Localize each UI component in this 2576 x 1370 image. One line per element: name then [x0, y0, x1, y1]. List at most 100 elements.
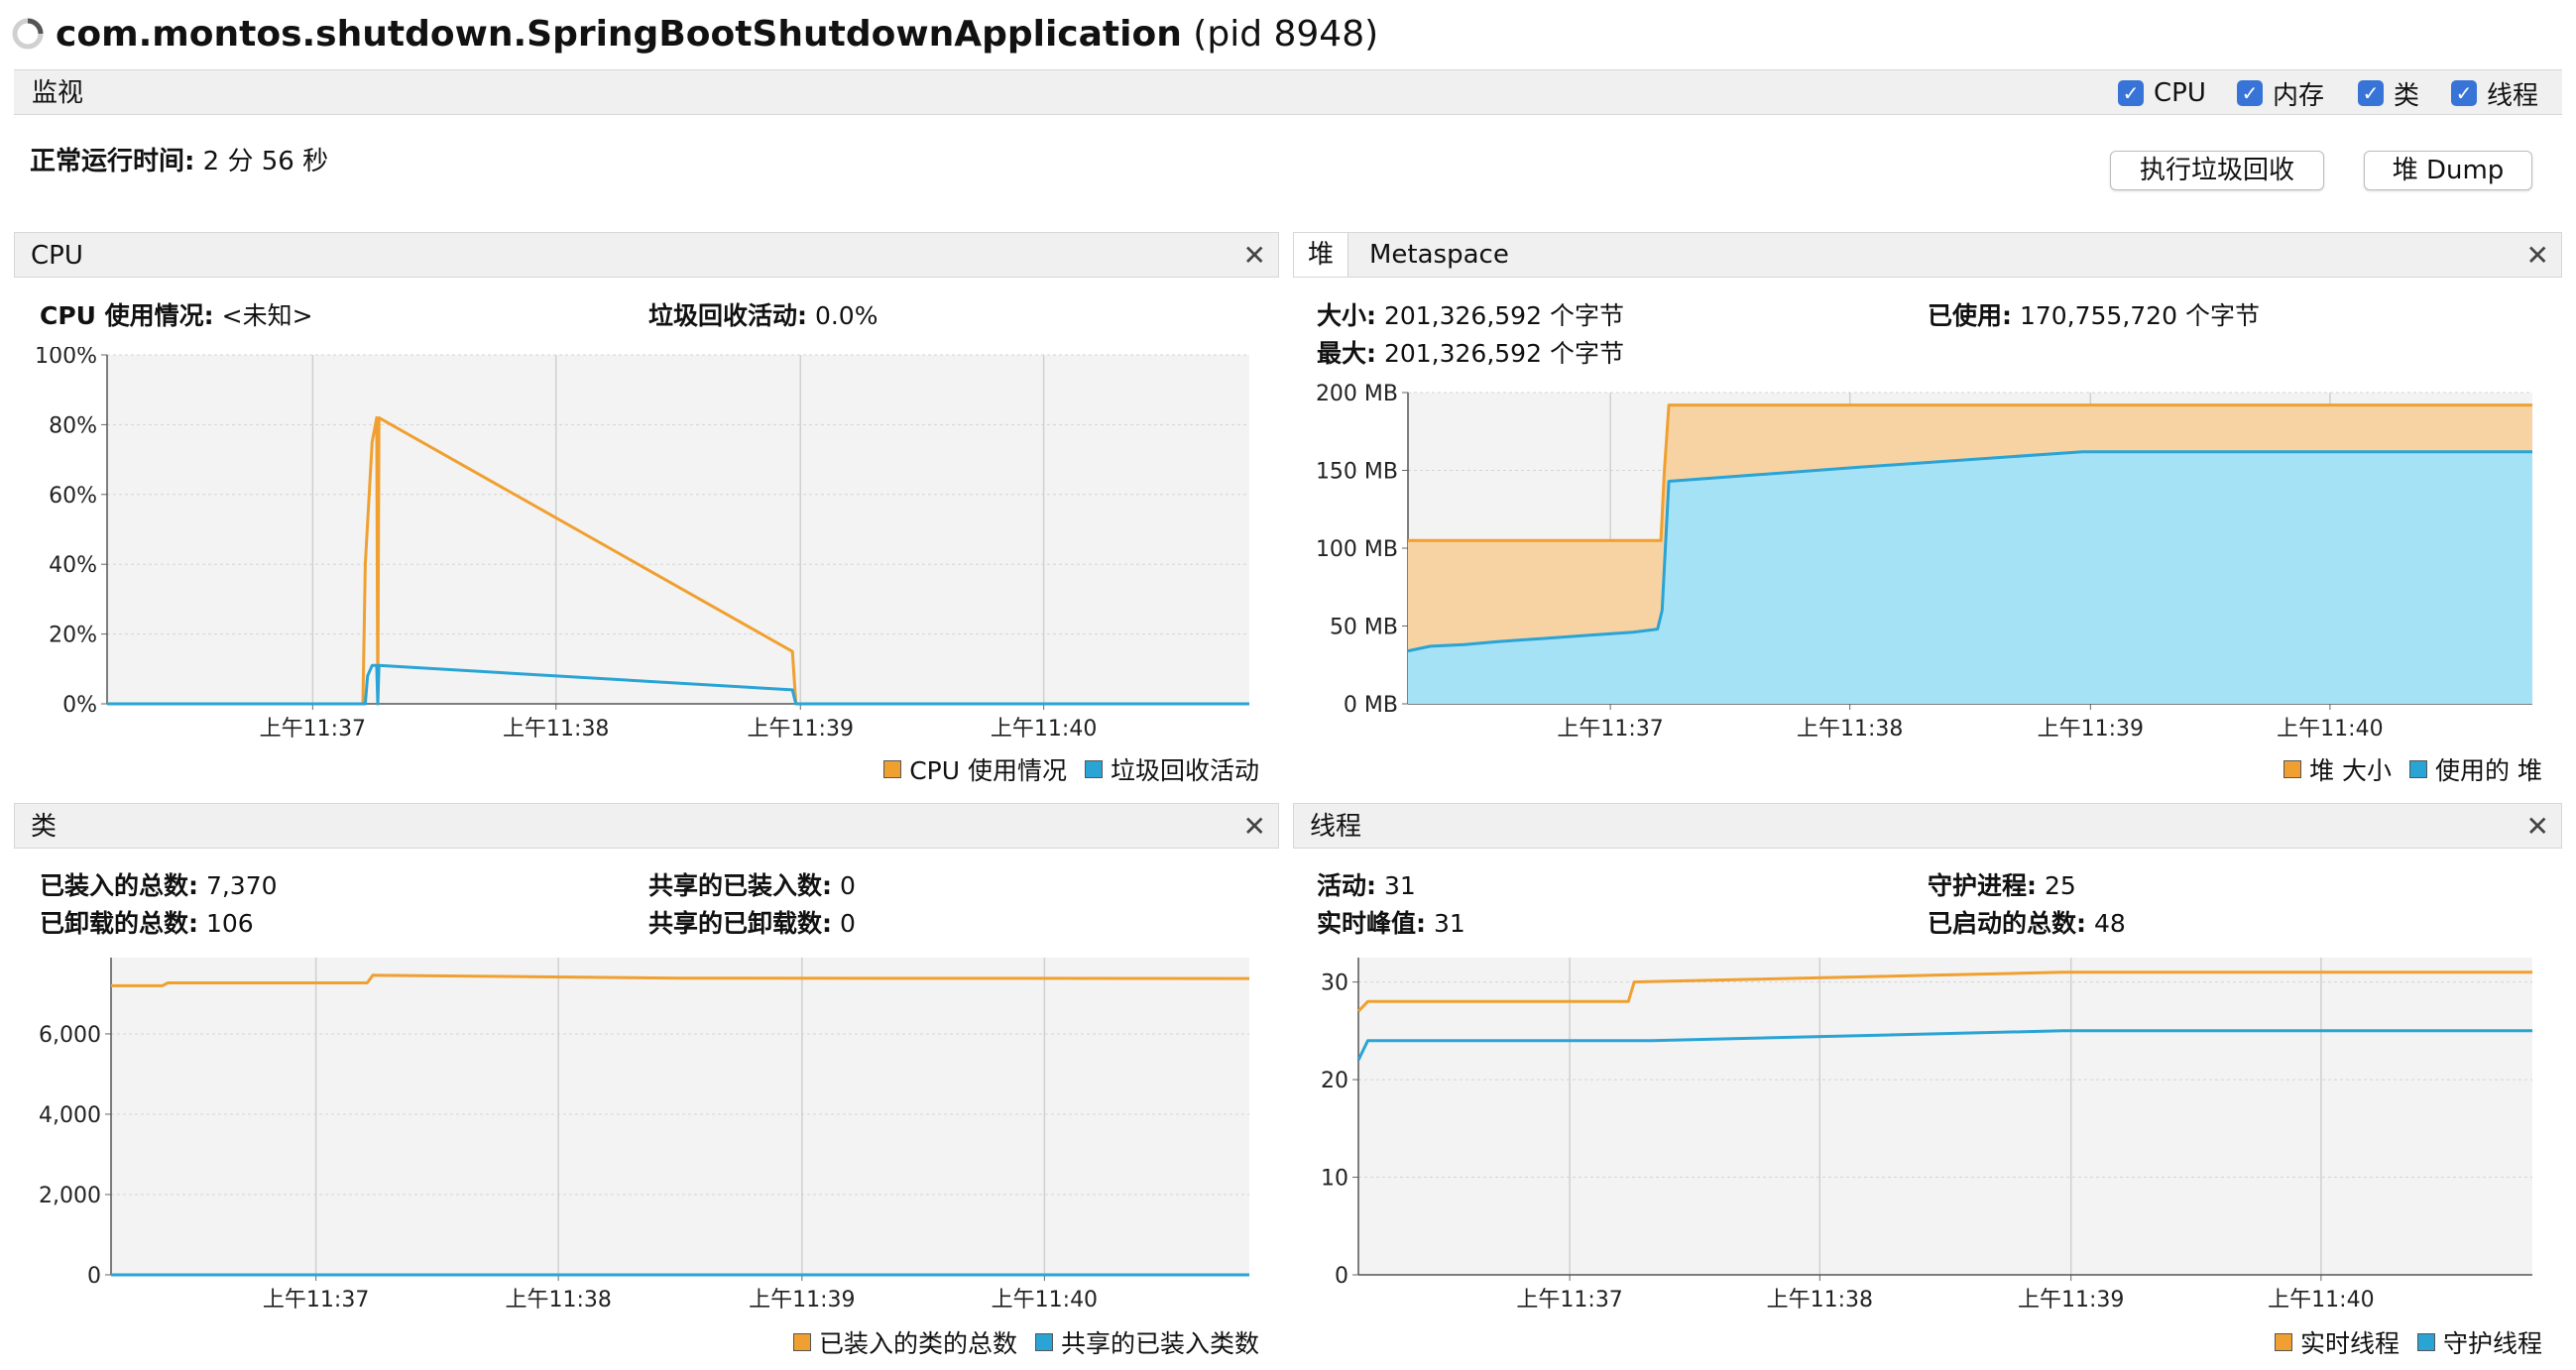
cpu-panel-header: CPU ✕ — [14, 232, 1279, 278]
x-tick-label: 上午11:37 — [1557, 717, 1663, 742]
legend-label: 已装入的类的总数 — [818, 1329, 1017, 1358]
checkbox-memory[interactable]: ✓ 内存 — [2237, 78, 2324, 111]
app-title-pid: (pid 8948) — [1181, 14, 1379, 55]
y-tick-label: 2,000 — [39, 1184, 101, 1208]
x-tick-label: 上午11:40 — [992, 1288, 1098, 1313]
close-icon[interactable]: ✕ — [2525, 239, 2549, 272]
series-line-0 — [1408, 403, 2532, 542]
shared-unloaded-stat: 共享的已卸载数: 0 — [648, 909, 856, 939]
checkbox-cpu-label: CPU — [2154, 78, 2206, 108]
gc-activity-stat: 垃圾回收活动: 0.0% — [648, 301, 878, 331]
cpu-chart: 100% 80% 60% 40% 20% 0% 上午11:37 上午11:38 上午11:39 上… — [35, 347, 1249, 742]
legend-swatch-blue — [2416, 1333, 2435, 1351]
series-area-heap-used — [1408, 451, 2532, 704]
x-tick-label: 上午11:39 — [2038, 717, 2144, 742]
series-line-0 — [111, 973, 1250, 987]
x-tick-label: 上午11:38 — [505, 1288, 611, 1313]
legend-swatch-orange — [883, 760, 902, 778]
threads-panel-title: 线程 — [1310, 812, 1362, 842]
x-tick-label: 上午11:37 — [263, 1288, 369, 1313]
checkmark-icon: ✓ — [2118, 80, 2144, 106]
y-tick-label: 20 — [1321, 1069, 1348, 1093]
tab-heap[interactable]: 堆 — [1294, 233, 1349, 277]
close-icon[interactable]: ✕ — [1242, 810, 1266, 843]
y-tick-label: 4,000 — [39, 1103, 101, 1128]
y-tick-label: 20% — [49, 624, 97, 648]
window-title-bar: com.montos.shutdown.SpringBootShutdownAp… — [0, 0, 2576, 69]
y-tick-label: 100 MB — [1316, 537, 1398, 562]
close-icon[interactable]: ✕ — [2525, 810, 2549, 843]
plot-background — [111, 958, 1249, 1275]
x-tick-label: 上午11:38 — [503, 717, 609, 742]
heap-max-value: 201,326,592 个字节 — [1383, 339, 1624, 368]
x-tick-label: 上午11:40 — [991, 717, 1097, 742]
shared-loaded-stat: 共享的已装入数: 0 — [648, 871, 856, 901]
legend-label: 使用的 堆 — [2435, 756, 2542, 785]
live-threads-value: 31 — [1383, 871, 1416, 900]
y-tick-label: 30 — [1321, 971, 1348, 996]
plot-background — [107, 355, 1249, 704]
x-tick-label: 上午11:40 — [2268, 1288, 2374, 1313]
loading-spinner-icon — [12, 18, 44, 50]
x-tick-label: 上午11:37 — [260, 717, 366, 742]
checkbox-threads[interactable]: ✓ 线程 — [2451, 78, 2538, 111]
shared-unloaded-label: 共享的已卸载数: — [648, 909, 832, 938]
checkbox-classes[interactable]: ✓ 类 — [2358, 78, 2419, 111]
total-threads-stat: 已启动的总数: 48 — [1928, 909, 2126, 939]
heap-size-label: 大小: — [1317, 301, 1376, 330]
uptime: 正常运行时间: 2 分 56 秒 — [30, 147, 328, 176]
threads-panel-header: 线程 ✕ — [1293, 803, 2562, 849]
unloaded-classes-value: 106 — [205, 909, 254, 938]
checkmark-icon: ✓ — [2237, 80, 2263, 106]
live-threads-stat: 活动: 31 — [1317, 871, 1416, 901]
classes-panel-header: 类 ✕ — [14, 803, 1279, 849]
heap-chart-legend: 堆 大小 使用的 堆 — [2266, 751, 2542, 787]
heap-max-stat: 最大: 201,326,592 个字节 — [1317, 339, 1624, 369]
legend-swatch-orange — [2283, 760, 2302, 778]
legend-swatch-orange — [2274, 1333, 2292, 1351]
legend-label: 实时线程 — [2299, 1329, 2400, 1358]
cpu-panel-title: CPU — [31, 241, 83, 271]
x-tick-label: 上午11:39 — [2018, 1288, 2124, 1313]
heap-used-label: 已使用: — [1928, 301, 2012, 330]
monitor-label: 监视 — [32, 78, 84, 108]
heap-dump-button[interactable]: 堆 Dump — [2364, 151, 2532, 190]
y-tick-label: 200 MB — [1316, 382, 1398, 406]
cpu-usage-label: CPU 使用情况: — [40, 301, 214, 330]
loaded-classes-value: 7,370 — [205, 871, 278, 900]
heap-used-value: 170,755,720 个字节 — [2019, 301, 2260, 330]
x-tick-label: 上午11:39 — [748, 717, 854, 742]
classes-panel-title: 类 — [31, 812, 58, 842]
unloaded-classes-label: 已卸载的总数: — [40, 909, 198, 938]
total-threads-value: 48 — [2093, 909, 2126, 938]
x-tick-label: 上午11:39 — [749, 1288, 855, 1313]
daemon-threads-label: 守护进程: — [1928, 871, 2037, 900]
plot-background — [1358, 958, 2532, 1275]
legend-label: 堆 大小 — [2309, 756, 2393, 785]
total-threads-label: 已启动的总数: — [1928, 909, 2086, 938]
y-tick-label: 0 — [87, 1264, 101, 1289]
checkbox-cpu[interactable]: ✓ CPU — [2118, 78, 2206, 108]
uptime-label: 正常运行时间: — [30, 147, 195, 176]
shared-loaded-label: 共享的已装入数: — [648, 871, 832, 900]
gc-activity-value: 0.0% — [814, 301, 878, 330]
series-line-0 — [107, 415, 1249, 706]
tab-metaspace[interactable]: Metaspace — [1369, 240, 1509, 270]
heap-max-label: 最大: — [1317, 339, 1376, 368]
heap-chart: 200 MB 150 MB 100 MB 50 MB 0 MB 上午11:37 上午11:3… — [1316, 382, 2532, 742]
y-tick-label: 80% — [49, 413, 97, 438]
legend-swatch-blue — [1034, 1333, 1053, 1351]
perform-gc-button[interactable]: 执行垃圾回收 — [2110, 151, 2324, 190]
legend-label: CPU 使用情况 — [909, 756, 1067, 785]
loaded-classes-stat: 已装入的总数: 7,370 — [40, 871, 278, 901]
close-icon[interactable]: ✕ — [1242, 239, 1266, 272]
app-title: com.montos.shutdown.SpringBootShutdownAp… — [56, 12, 1378, 57]
shared-unloaded-value: 0 — [839, 909, 856, 938]
legend-label: 共享的已装入类数 — [1060, 1329, 1259, 1358]
series-line-1 — [1407, 450, 2532, 653]
threads-chart: 30 20 10 0 上午11:37 上午11:38 上午11:39 上午11:40 — [1321, 958, 2532, 1313]
y-tick-label: 150 MB — [1316, 460, 1398, 485]
unloaded-classes-stat: 已卸载的总数: 106 — [40, 909, 254, 939]
uptime-value: 2 分 56 秒 — [202, 147, 329, 176]
cpu-chart-legend: CPU 使用情况 垃圾回收活动 — [866, 751, 1259, 787]
